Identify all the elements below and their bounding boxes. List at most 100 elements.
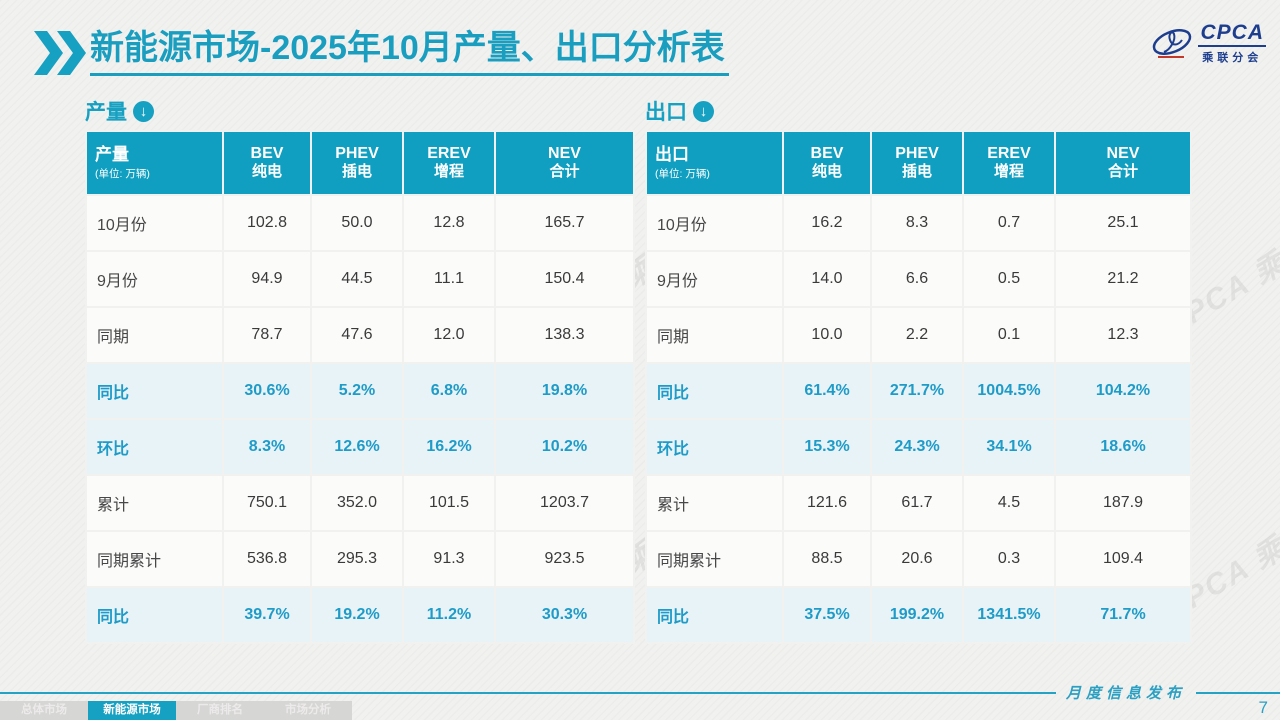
- data-cell: 8.3: [870, 194, 964, 252]
- footer-tab-总体市场[interactable]: 总体市场: [0, 701, 88, 720]
- column-header-cell: EREV 增程: [402, 130, 496, 196]
- production-header-row: 产量 (单位: 万辆) BEV 纯电 PHEV 插电 EREV 增程 NEV 合计: [85, 130, 635, 196]
- row-label: 同比: [645, 586, 784, 644]
- table-unit: (单位: 万辆): [655, 168, 710, 181]
- data-cell: 536.8: [222, 530, 312, 588]
- data-cell: 16.2%: [402, 418, 496, 476]
- production-title-cell: 产量 (单位: 万辆): [85, 130, 224, 196]
- table-row: 10月份 102.8 50.0 12.8 165.7: [85, 194, 635, 252]
- data-cell: 47.6: [310, 306, 404, 364]
- table-unit: (单位: 万辆): [95, 168, 150, 181]
- data-cell: 34.1%: [962, 418, 1056, 476]
- table-row: 9月份 94.9 44.5 11.1 150.4: [85, 250, 635, 308]
- data-cell: 10.2%: [494, 418, 635, 476]
- data-cell: 78.7: [222, 306, 312, 364]
- footer-tab-市场分析[interactable]: 市场分析: [264, 701, 352, 720]
- column-header-cell: NEV 合计: [494, 130, 635, 196]
- table-row: 累计 121.6 61.7 4.5 187.9: [645, 474, 1192, 532]
- data-cell: 10.0: [782, 306, 872, 364]
- data-cell: 24.3%: [870, 418, 964, 476]
- column-header-en: PHEV: [335, 144, 379, 162]
- table-row: 同比 61.4% 271.7% 1004.5% 104.2%: [645, 362, 1192, 420]
- row-label: 同期: [645, 306, 784, 364]
- export-header-row: 出口 (单位: 万辆) BEV 纯电 PHEV 插电 EREV 增程 NEV 合计: [645, 130, 1192, 196]
- footer-tab-新能源市场[interactable]: 新能源市场: [88, 701, 176, 720]
- row-label: 环比: [85, 418, 224, 476]
- data-cell: 271.7%: [870, 362, 964, 420]
- data-cell: 5.2%: [310, 362, 404, 420]
- table-row: 同比 30.6% 5.2% 6.8% 19.8%: [85, 362, 635, 420]
- column-header-zh: 纯电: [251, 163, 282, 181]
- data-cell: 37.5%: [782, 586, 872, 644]
- table-row: 9月份 14.0 6.6 0.5 21.2: [645, 250, 1192, 308]
- production-panel: 产量 ↓ 产量 (单位: 万辆) BEV 纯电 PHEV 插电 EREV 增程 NEV 合计 …: [85, 96, 635, 644]
- table-row: 同比 39.7% 19.2% 11.2% 30.3%: [85, 586, 635, 644]
- row-label: 累计: [645, 474, 784, 532]
- column-header-cell: BEV 纯电: [222, 130, 312, 196]
- table-row: 同期累计 88.5 20.6 0.3 109.4: [645, 530, 1192, 588]
- table-row: 累计 750.1 352.0 101.5 1203.7: [85, 474, 635, 532]
- data-cell: 1004.5%: [962, 362, 1056, 420]
- column-header-zh: 插电: [341, 163, 372, 181]
- data-cell: 91.3: [402, 530, 496, 588]
- circle-down-arrow-icon: ↓: [693, 100, 714, 122]
- column-header-cell: PHEV 插电: [310, 130, 404, 196]
- circle-down-arrow-icon: ↓: [133, 100, 154, 122]
- data-cell: 4.5: [962, 474, 1056, 532]
- row-label: 环比: [645, 418, 784, 476]
- cpca-logo: CPCA 乘联分会: [1150, 22, 1266, 65]
- table-row: 同比 37.5% 199.2% 1341.5% 71.7%: [645, 586, 1192, 644]
- data-cell: 21.2: [1054, 250, 1192, 308]
- column-header-en: PHEV: [895, 144, 939, 162]
- data-cell: 19.2%: [310, 586, 404, 644]
- data-cell: 923.5: [494, 530, 635, 588]
- row-label: 10月份: [85, 194, 224, 252]
- table-row: 同期 10.0 2.2 0.1 12.3: [645, 306, 1192, 364]
- data-cell: 61.7: [870, 474, 964, 532]
- column-header-zh: 增程: [993, 163, 1024, 181]
- column-header-cell: EREV 增程: [962, 130, 1056, 196]
- page-number: 7: [1258, 698, 1268, 717]
- table-row: 环比 8.3% 12.6% 16.2% 10.2%: [85, 418, 635, 476]
- table-title: 产量: [95, 144, 129, 164]
- data-cell: 1341.5%: [962, 586, 1056, 644]
- table-row: 同期累计 536.8 295.3 91.3 923.5: [85, 530, 635, 588]
- column-header-en: BEV: [250, 144, 284, 162]
- page-title: 新能源市场-2025年10月产量、出口分析表: [90, 28, 729, 76]
- cpca-logo-mark-icon: [1153, 28, 1192, 58]
- data-cell: 94.9: [222, 250, 312, 308]
- data-cell: 0.7: [962, 194, 1056, 252]
- column-header-cell: PHEV 插电: [870, 130, 964, 196]
- production-section-label: 产量: [85, 101, 127, 124]
- page-title-rest: -2025年10月产量、出口分析表: [260, 29, 725, 67]
- data-cell: 14.0: [782, 250, 872, 308]
- row-label: 同比: [85, 362, 224, 420]
- table-row: 同期 78.7 47.6 12.0 138.3: [85, 306, 635, 364]
- column-header-cell: BEV 纯电: [782, 130, 872, 196]
- data-cell: 187.9: [1054, 474, 1192, 532]
- data-cell: 2.2: [870, 306, 964, 364]
- data-cell: 11.1: [402, 250, 496, 308]
- data-cell: 11.2%: [402, 586, 496, 644]
- export-section-head: 出口 ↓: [645, 96, 1192, 126]
- column-header-zh: 合计: [1107, 163, 1138, 181]
- footer-rule: 月度信息发布: [0, 682, 1280, 703]
- data-cell: 8.3%: [222, 418, 312, 476]
- footer-tab-厂商排名[interactable]: 厂商排名: [176, 701, 264, 720]
- data-cell: 44.5: [310, 250, 404, 308]
- data-cell: 199.2%: [870, 586, 964, 644]
- row-label: 同比: [85, 586, 224, 644]
- export-panel: 出口 ↓ 出口 (单位: 万辆) BEV 纯电 PHEV 插电 EREV 增程 NEV 合计 …: [645, 96, 1192, 644]
- row-label: 10月份: [645, 194, 784, 252]
- data-cell: 101.5: [402, 474, 496, 532]
- row-label: 同比: [645, 362, 784, 420]
- footer-tab-bar: 总体市场 新能源市场 厂商排名 市场分析: [0, 701, 352, 720]
- data-cell: 750.1: [222, 474, 312, 532]
- data-cell: 6.6: [870, 250, 964, 308]
- data-cell: 39.7%: [222, 586, 312, 644]
- page-title-bold: 新能源市场: [90, 29, 260, 67]
- data-cell: 0.1: [962, 306, 1056, 364]
- data-cell: 150.4: [494, 250, 635, 308]
- data-cell: 165.7: [494, 194, 635, 252]
